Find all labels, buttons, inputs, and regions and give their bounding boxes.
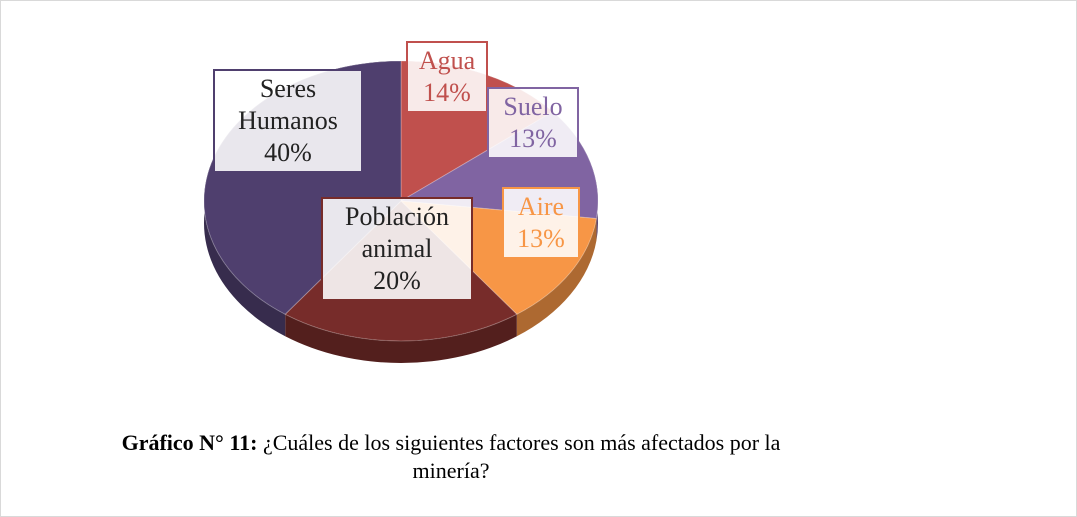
value-label: 20% — [373, 266, 421, 295]
caption: Gráfico N° 11: ¿Cuáles de los siguientes… — [111, 429, 791, 485]
category-label: Seres Humanos — [238, 74, 338, 135]
data-label: Seres Humanos 40% — [213, 69, 363, 173]
caption-text: ¿Cuáles de los siguientes factores son m… — [262, 430, 781, 483]
caption-label: Gráfico N° 11: — [121, 430, 258, 455]
slice-side — [285, 314, 517, 363]
data-label: Suelo 13% — [487, 87, 579, 159]
data-label: Agua 14% — [406, 41, 488, 113]
category-label: Población animal — [345, 202, 449, 263]
value-label: 40% — [264, 138, 312, 167]
category-label: Aire — [517, 192, 565, 221]
data-label: Población animal 20% — [321, 197, 473, 301]
data-label: Aire 13% — [502, 187, 580, 259]
value-label: 13% — [509, 124, 557, 153]
value-label: 13% — [517, 224, 565, 253]
category-label: Agua — [418, 46, 476, 75]
value-label: 14% — [423, 78, 471, 107]
slice-side — [516, 218, 597, 337]
category-label: Suelo — [503, 92, 563, 121]
